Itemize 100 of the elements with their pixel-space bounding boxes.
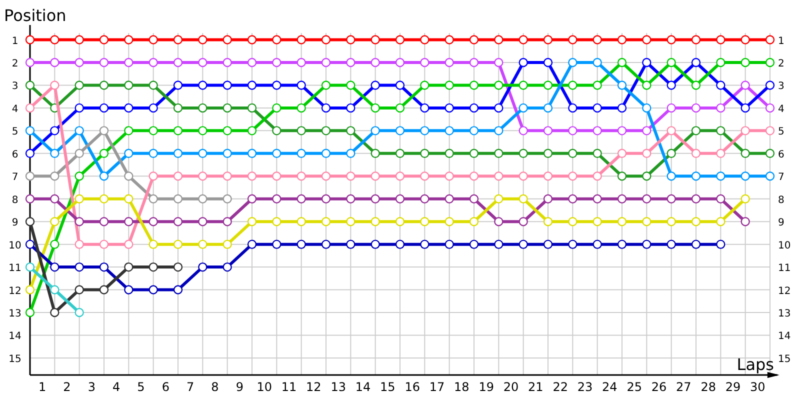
- point: [296, 126, 306, 136]
- x-tick-label: 20: [503, 380, 519, 394]
- point: [617, 58, 627, 68]
- point: [518, 240, 528, 249]
- point: [222, 240, 232, 249]
- point: [74, 58, 84, 68]
- point: [617, 216, 627, 226]
- point: [173, 262, 183, 272]
- point: [543, 216, 553, 226]
- y-tick-label: 10: [8, 240, 22, 252]
- point: [198, 216, 208, 226]
- point: [716, 240, 726, 249]
- point: [346, 148, 356, 158]
- point: [321, 80, 331, 90]
- point: [691, 194, 701, 204]
- point: [198, 240, 208, 249]
- point: [247, 216, 257, 226]
- point: [617, 126, 627, 136]
- y2-tick-label: 3: [778, 81, 784, 92]
- point: [370, 240, 380, 249]
- point: [346, 194, 356, 204]
- point: [272, 126, 282, 136]
- point: [370, 58, 380, 68]
- point: [74, 148, 84, 158]
- y2-tick-label: 12: [778, 286, 791, 297]
- point: [148, 80, 158, 90]
- point: [272, 240, 282, 249]
- point: [50, 35, 60, 44]
- point: [395, 80, 405, 90]
- point: [444, 58, 454, 68]
- x-tick-label: 7: [186, 380, 194, 394]
- point: [543, 80, 553, 90]
- point: [494, 172, 504, 181]
- point: [99, 194, 109, 204]
- point: [247, 126, 257, 136]
- x-tick-label: 10: [256, 380, 272, 394]
- point: [173, 80, 183, 90]
- point: [592, 172, 602, 181]
- point: [321, 103, 331, 113]
- x-tick-label: 4: [112, 380, 120, 394]
- y-tick-label: 3: [12, 81, 18, 92]
- x-tick-label: 27: [676, 380, 692, 394]
- point: [321, 58, 331, 68]
- y-tick-label: 2: [12, 58, 18, 70]
- point: [198, 172, 208, 181]
- point: [222, 126, 232, 136]
- point: [124, 216, 134, 226]
- point: [420, 194, 430, 204]
- point: [74, 172, 84, 181]
- y-tick-label: 5: [12, 126, 18, 138]
- point: [395, 148, 405, 158]
- point: [666, 148, 676, 158]
- point: [346, 103, 356, 113]
- point: [740, 58, 750, 68]
- point: [74, 126, 84, 136]
- point: [198, 262, 208, 272]
- point: [173, 285, 183, 294]
- point: [617, 103, 627, 113]
- x-tick-label: 19: [478, 380, 494, 394]
- point: [469, 194, 479, 204]
- point: [346, 58, 356, 68]
- point: [518, 126, 528, 136]
- point: [74, 35, 84, 44]
- point: [666, 194, 676, 204]
- point: [592, 35, 602, 44]
- point: [691, 148, 701, 158]
- point: [25, 148, 35, 158]
- point: [444, 216, 454, 226]
- point: [543, 126, 553, 136]
- point: [124, 126, 134, 136]
- point: [222, 216, 232, 226]
- point: [420, 148, 430, 158]
- point: [148, 262, 158, 272]
- point: [420, 126, 430, 136]
- point: [740, 148, 750, 158]
- point: [74, 240, 84, 249]
- x-tick-label: 24: [602, 380, 618, 394]
- point: [518, 35, 528, 44]
- point: [148, 216, 158, 226]
- point: [272, 216, 282, 226]
- point: [568, 148, 578, 158]
- point: [296, 80, 306, 90]
- point: [740, 103, 750, 113]
- point: [173, 194, 183, 204]
- point: [740, 172, 750, 181]
- y-tick-label: 15: [8, 354, 22, 365]
- point: [173, 58, 183, 68]
- x-tick-label: 25: [626, 380, 642, 394]
- point: [568, 172, 578, 181]
- point: [25, 80, 35, 90]
- point: [50, 80, 60, 90]
- y2-tick-label: 13: [778, 308, 791, 320]
- point: [444, 80, 454, 90]
- point: [494, 194, 504, 204]
- y-tick-label: 8: [12, 194, 18, 206]
- point: [666, 35, 676, 44]
- point: [247, 35, 257, 44]
- point: [148, 126, 158, 136]
- point: [592, 148, 602, 158]
- point: [642, 58, 652, 68]
